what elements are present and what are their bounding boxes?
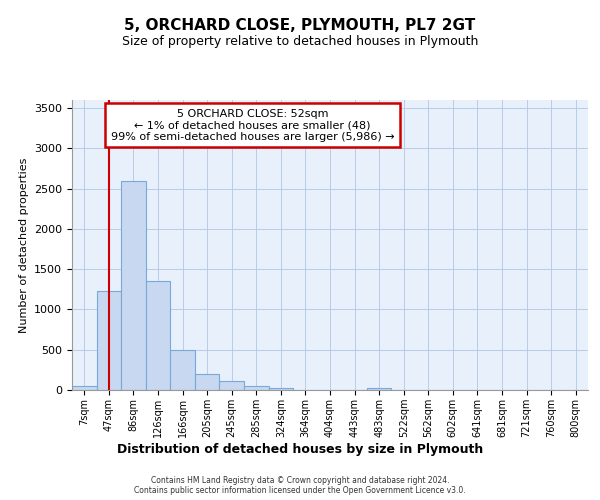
Bar — [72, 386, 97, 390]
Y-axis label: Number of detached properties: Number of detached properties — [19, 158, 29, 332]
Bar — [146, 281, 170, 390]
Text: 5 ORCHARD CLOSE: 52sqm
← 1% of detached houses are smaller (48)
99% of semi-deta: 5 ORCHARD CLOSE: 52sqm ← 1% of detached … — [111, 108, 394, 142]
Bar — [367, 388, 391, 390]
Text: Size of property relative to detached houses in Plymouth: Size of property relative to detached ho… — [122, 35, 478, 48]
Bar — [244, 386, 269, 390]
Bar — [97, 292, 121, 390]
Bar — [121, 182, 146, 390]
Text: Distribution of detached houses by size in Plymouth: Distribution of detached houses by size … — [117, 442, 483, 456]
Bar — [269, 388, 293, 390]
Text: 5, ORCHARD CLOSE, PLYMOUTH, PL7 2GT: 5, ORCHARD CLOSE, PLYMOUTH, PL7 2GT — [124, 18, 476, 32]
Bar — [220, 381, 244, 390]
Text: Contains HM Land Registry data © Crown copyright and database right 2024.
Contai: Contains HM Land Registry data © Crown c… — [134, 476, 466, 495]
Bar — [195, 374, 220, 390]
Bar — [170, 350, 195, 390]
